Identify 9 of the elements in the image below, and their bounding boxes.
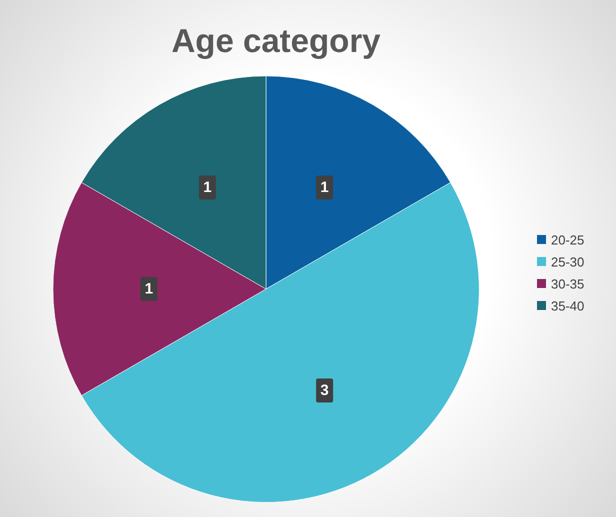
data-label: 1 — [320, 179, 329, 196]
slice-label: 25-30 — [551, 254, 584, 270]
legend-label: 20-25 — [551, 232, 584, 248]
data-label: 3 — [320, 382, 329, 399]
data-label: 1 — [144, 280, 154, 298]
legend-label: 30-35 — [551, 276, 584, 292]
data-label: 1 — [203, 179, 212, 196]
chart-title: Age category — [171, 22, 382, 59]
legend-label: 35-40 — [551, 298, 584, 314]
